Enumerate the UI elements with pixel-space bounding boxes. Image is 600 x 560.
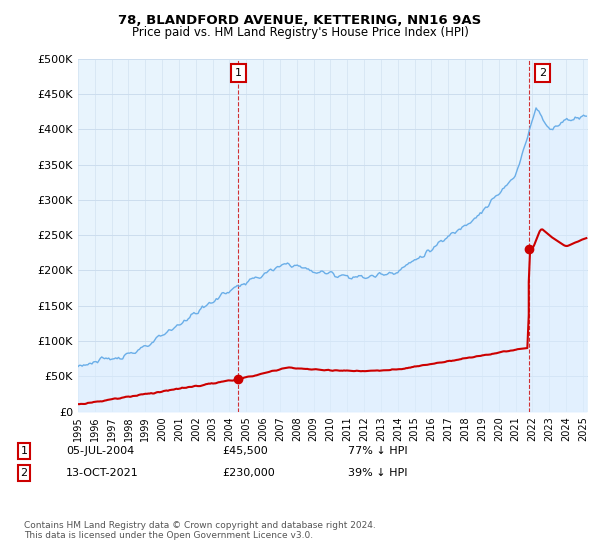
Text: Contains HM Land Registry data © Crown copyright and database right 2024.
This d: Contains HM Land Registry data © Crown c…: [24, 521, 376, 540]
Text: 2: 2: [539, 68, 546, 78]
Text: 1: 1: [20, 446, 28, 456]
Text: 2: 2: [20, 468, 28, 478]
Text: £230,000: £230,000: [222, 468, 275, 478]
Text: 77% ↓ HPI: 77% ↓ HPI: [348, 446, 407, 456]
Text: 13-OCT-2021: 13-OCT-2021: [66, 468, 139, 478]
Text: 05-JUL-2004: 05-JUL-2004: [66, 446, 134, 456]
Text: 78, BLANDFORD AVENUE, KETTERING, NN16 9AS: 78, BLANDFORD AVENUE, KETTERING, NN16 9A…: [118, 14, 482, 27]
Text: 39% ↓ HPI: 39% ↓ HPI: [348, 468, 407, 478]
Text: 1: 1: [235, 68, 242, 78]
Text: Price paid vs. HM Land Registry's House Price Index (HPI): Price paid vs. HM Land Registry's House …: [131, 26, 469, 39]
Text: £45,500: £45,500: [222, 446, 268, 456]
